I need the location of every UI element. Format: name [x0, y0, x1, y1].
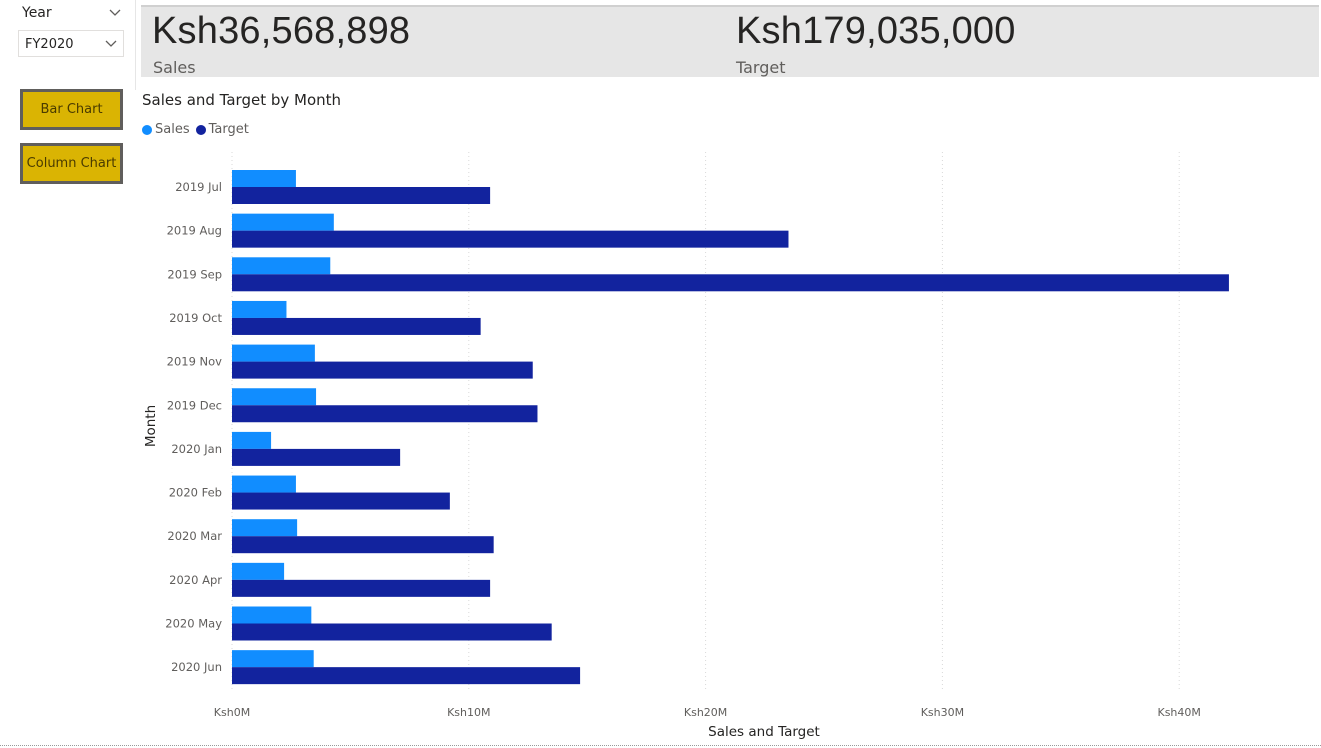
kpi-band: Ksh36,568,898 Sales Ksh179,035,000 Targe… [141, 5, 1319, 77]
target-kpi-label: Target [736, 58, 786, 77]
legend-sales-label: Sales [155, 122, 190, 137]
bar-target [232, 448, 401, 466]
legend-item-target[interactable]: Target [195, 122, 249, 137]
y-tick-label: 2019 Sep [167, 267, 222, 281]
y-tick-label: 2020 Feb [169, 486, 222, 500]
legend-item-sales[interactable]: Sales [142, 122, 190, 137]
year-dropdown[interactable]: FY2020 [18, 30, 124, 57]
legend-sales-dot [142, 124, 152, 135]
bar-sales [232, 519, 298, 537]
bar-target [232, 230, 789, 248]
x-tick-label: Ksh30M [921, 706, 964, 719]
bar-target [232, 361, 533, 379]
sales-kpi-value: Ksh36,568,898 [152, 10, 411, 52]
bar-sales [232, 170, 296, 187]
x-tick-label: Ksh40M [1157, 706, 1200, 719]
y-tick-label: 2019 Oct [169, 311, 222, 325]
target-kpi-value: Ksh179,035,000 [736, 10, 1016, 52]
y-tick-label: 2019 Jul [175, 180, 222, 194]
y-tick-label: 2020 Jan [171, 442, 222, 456]
x-tick-label: Ksh10M [447, 706, 490, 719]
x-tick-label: Ksh20M [684, 706, 727, 719]
bar-target [232, 492, 450, 510]
chevron-down-icon [105, 40, 117, 47]
year-dropdown-value: FY2020 [25, 37, 74, 52]
bar-chart-button[interactable]: Bar Chart [20, 89, 123, 130]
bar-sales [232, 213, 334, 231]
year-slicer-title: Year [22, 5, 52, 21]
column-chart-button[interactable]: Column Chart [20, 143, 123, 184]
x-axis-title: Sales and Target [708, 724, 820, 740]
y-tick-label: 2020 May [165, 617, 222, 631]
legend-target-dot [195, 124, 206, 135]
legend-target-label: Target [208, 122, 249, 137]
sales-kpi-label: Sales [153, 58, 196, 77]
bar-target [232, 187, 491, 204]
y-tick-label: 2020 Apr [169, 573, 222, 587]
bar-target [232, 667, 581, 685]
bar-target [232, 579, 491, 597]
x-tick-label: Ksh0M [214, 706, 250, 719]
bar-sales [232, 431, 272, 449]
y-tick-label: 2020 Mar [167, 529, 222, 543]
chart-legend: Sales Target [142, 122, 255, 137]
bar-target [232, 405, 538, 423]
y-tick-label: 2020 Jun [171, 660, 222, 674]
chart-title: Sales and Target by Month [142, 91, 342, 109]
bar-target [232, 317, 481, 335]
y-axis-title: Month [143, 405, 159, 447]
divider [135, 0, 136, 90]
bar-sales [232, 344, 315, 362]
bar-target [232, 623, 552, 641]
y-tick-label: 2019 Aug [167, 224, 222, 238]
y-tick-label: 2019 Nov [167, 355, 223, 369]
bar-sales [232, 300, 287, 318]
page-bottom-border [0, 745, 1321, 746]
bar-sales [232, 388, 317, 406]
bar-sales [232, 650, 314, 668]
bar-sales [232, 475, 296, 493]
bar-sales [232, 562, 285, 580]
y-tick-label: 2019 Dec [167, 398, 222, 412]
bar-target [232, 536, 494, 554]
bar-sales [232, 606, 312, 624]
bar-sales [232, 257, 331, 275]
bar-target [232, 274, 1229, 292]
chevron-down-icon[interactable] [108, 6, 122, 20]
